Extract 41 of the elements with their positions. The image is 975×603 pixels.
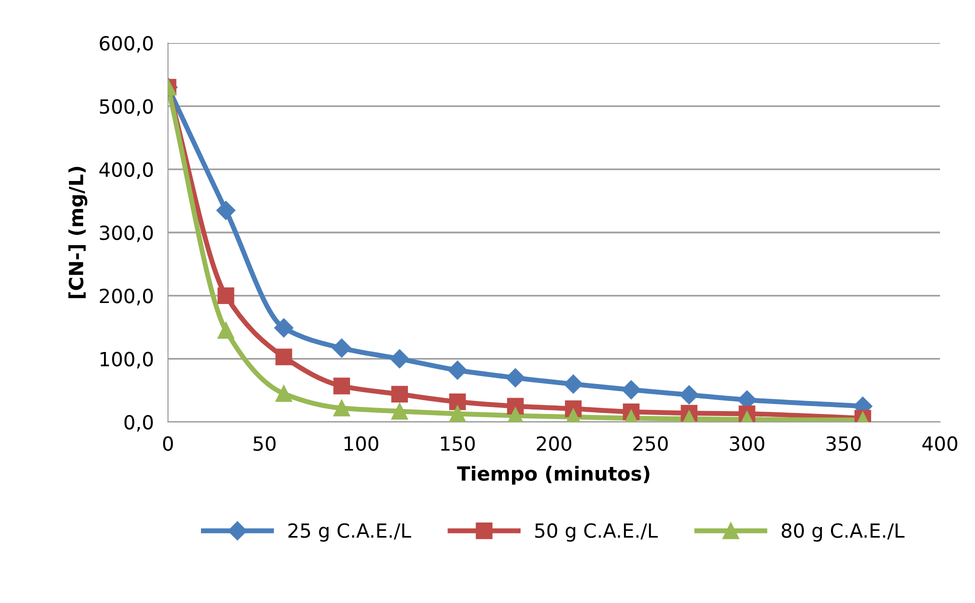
- point: [507, 407, 524, 422]
- y-tick-label: 0,0: [124, 414, 153, 432]
- y-tick-label: 600,0: [100, 36, 153, 53]
- x-tick-label: 100: [344, 436, 378, 451]
- point: [275, 385, 292, 402]
- point: [391, 386, 408, 403]
- y-tick-label: 500,0: [100, 99, 153, 116]
- point: [449, 393, 466, 410]
- x-tick-label: 150: [441, 436, 475, 451]
- x-tick-label: 350: [826, 436, 861, 451]
- point: [216, 200, 236, 220]
- point: [218, 287, 234, 304]
- point: [564, 374, 583, 394]
- x-tick-label: 200: [536, 436, 572, 451]
- y-tick-label: 100,0: [100, 352, 153, 368]
- x-tick-label: 0: [163, 436, 173, 451]
- y-tick-label: 300,0: [100, 225, 153, 242]
- y-axis-title: [CN-] (mg/L): [68, 166, 88, 298]
- x-tick-label: 300: [730, 436, 764, 451]
- point: [391, 402, 408, 420]
- legend-label: 25 g C.A.E./L: [288, 523, 412, 542]
- point: [448, 360, 468, 380]
- point: [333, 378, 350, 394]
- point: [332, 338, 352, 358]
- point: [274, 318, 294, 338]
- point: [390, 349, 410, 368]
- point: [275, 348, 292, 366]
- point: [680, 385, 699, 404]
- point: [449, 405, 466, 422]
- x-tick-label: 400: [922, 436, 958, 451]
- x-tick-label: 250: [633, 436, 668, 451]
- legend-label: 80 g C.A.E./L: [782, 523, 904, 542]
- y-tick-label: 400,0: [99, 162, 153, 179]
- x-tick-label: 50: [254, 436, 276, 451]
- point: [333, 400, 350, 416]
- point: [506, 368, 525, 388]
- legend-label: 50 g C.A.E./L: [535, 523, 658, 542]
- point: [218, 322, 234, 339]
- y-tick-label: 200,0: [100, 288, 153, 306]
- point: [622, 380, 641, 400]
- x-axis-title: Tiempo (minutos): [457, 466, 650, 485]
